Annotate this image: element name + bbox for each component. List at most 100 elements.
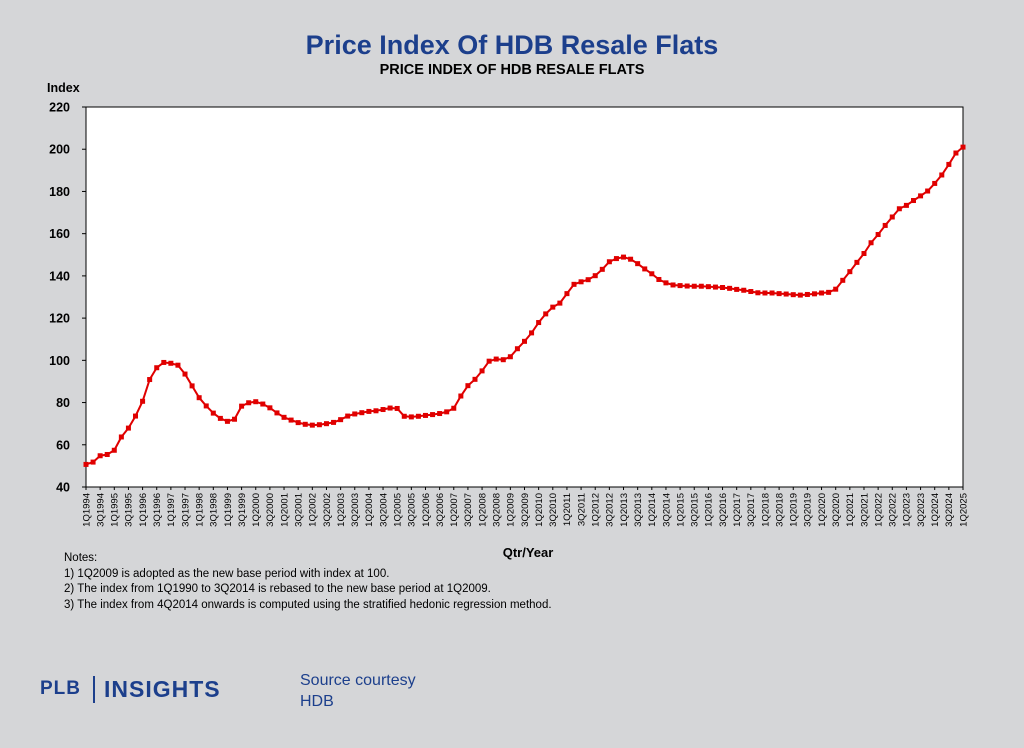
data-point — [316, 422, 322, 428]
data-point — [910, 198, 916, 204]
x-tick-label: 3Q2005 — [407, 493, 418, 527]
y-tick-label: 100 — [49, 354, 70, 368]
data-point — [430, 412, 436, 418]
x-tick-label: 1Q2009 — [506, 493, 517, 527]
data-point — [691, 283, 697, 289]
data-point — [140, 398, 146, 404]
x-tick-label: 3Q2013 — [633, 493, 644, 527]
data-point — [769, 290, 775, 296]
data-point — [649, 271, 655, 277]
data-point — [741, 287, 747, 293]
source-line-1: Source courtesy — [300, 672, 416, 689]
x-tick-label: 3Q2010 — [548, 493, 559, 527]
y-axis-label: Index — [47, 81, 80, 95]
x-tick-label: 3Q1998 — [209, 493, 220, 527]
data-point — [451, 405, 457, 411]
data-point — [875, 232, 881, 238]
x-tick-label: 1Q2006 — [421, 493, 432, 527]
data-point — [309, 422, 315, 428]
data-point — [253, 399, 259, 405]
data-point — [437, 411, 443, 417]
data-point — [882, 222, 888, 228]
data-point — [804, 291, 810, 297]
x-tick-label: 1Q2010 — [534, 493, 545, 527]
x-tick-label: 3Q2011 — [576, 493, 587, 526]
data-point — [295, 420, 301, 426]
source-line-2: HDB — [300, 693, 334, 710]
data-point — [628, 256, 634, 262]
data-point — [161, 359, 167, 365]
page-title: Price Index Of HDB Resale Flats — [305, 30, 719, 60]
data-point — [529, 330, 535, 336]
x-tick-label: 1Q1997 — [166, 493, 177, 527]
x-tick-label: 3Q2024 — [944, 493, 955, 527]
data-point — [642, 266, 648, 272]
x-tick-label: 1Q2011 — [562, 493, 573, 526]
brand-divider — [93, 675, 95, 703]
y-tick-label: 40 — [56, 481, 70, 495]
data-point — [352, 411, 358, 417]
y-tick-label: 120 — [49, 312, 70, 326]
data-point — [125, 425, 131, 431]
x-tick-label: 3Q2017 — [746, 493, 757, 527]
x-tick-label: 3Q2012 — [605, 493, 616, 527]
data-point — [734, 286, 740, 292]
x-tick-label: 3Q2023 — [916, 493, 927, 527]
x-tick-label: 1Q2016 — [704, 493, 715, 527]
data-point — [104, 451, 110, 457]
data-point — [819, 290, 825, 296]
data-point — [408, 414, 414, 420]
data-point — [606, 259, 612, 265]
x-tick-label: 1Q2007 — [449, 493, 460, 527]
x-tick-label: 1Q2000 — [251, 493, 262, 527]
data-point — [868, 240, 874, 246]
x-tick-label: 1Q1995 — [110, 493, 121, 527]
data-point — [111, 447, 117, 453]
x-tick-label: 1Q2013 — [619, 493, 630, 527]
data-point — [210, 410, 216, 416]
data-point — [550, 304, 556, 310]
x-tick-label: 1Q2001 — [279, 493, 290, 527]
notes-heading: Notes: — [64, 552, 98, 564]
x-tick-label: 1Q2022 — [873, 493, 884, 527]
x-tick-label: 1Q2004 — [364, 493, 375, 527]
y-tick-label: 60 — [56, 438, 70, 452]
x-tick-label: 1Q2002 — [308, 493, 319, 527]
data-point — [543, 311, 549, 317]
data-point — [790, 292, 796, 298]
data-point — [727, 285, 733, 291]
data-point — [599, 266, 605, 272]
data-point — [472, 376, 478, 382]
data-point — [224, 418, 230, 424]
x-tick-label: 3Q2015 — [690, 493, 701, 527]
data-point — [274, 410, 280, 416]
data-point — [677, 283, 683, 289]
data-point — [246, 400, 252, 406]
source-credit: Source courtesy HDB — [300, 670, 416, 712]
y-tick-label: 220 — [49, 101, 70, 115]
chart-title: PRICE INDEX OF HDB RESALE FLATS — [379, 62, 645, 78]
x-tick-label: 3Q2008 — [492, 493, 503, 527]
x-tick-label: 3Q2006 — [435, 493, 446, 527]
data-point — [571, 281, 577, 287]
x-tick-label: 3Q2002 — [322, 493, 333, 527]
data-point — [698, 283, 704, 289]
data-point — [656, 276, 662, 282]
x-tick-label: 1Q2023 — [902, 493, 913, 527]
data-point — [387, 405, 393, 411]
x-tick-label: 3Q2001 — [293, 493, 304, 527]
data-point — [783, 291, 789, 297]
data-point — [203, 403, 209, 409]
x-tick-label: 1Q2014 — [647, 493, 658, 527]
x-tick-label: 3Q2003 — [350, 493, 361, 527]
data-point — [585, 277, 591, 283]
x-tick-label: 1Q2005 — [392, 493, 403, 527]
data-point — [854, 259, 860, 265]
brand-insights: INSIGHTS — [104, 675, 221, 702]
x-tick-label: 3Q2016 — [718, 493, 729, 527]
data-point — [486, 358, 492, 364]
data-point — [338, 417, 344, 423]
x-tick-label: 3Q2018 — [774, 493, 785, 527]
data-point — [889, 214, 895, 220]
data-point — [422, 412, 428, 418]
